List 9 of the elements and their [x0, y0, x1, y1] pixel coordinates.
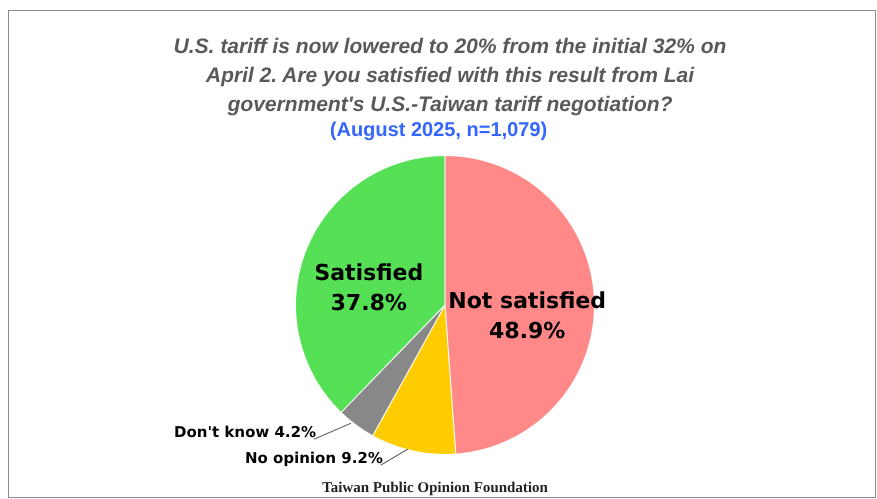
text: Taiwan Public Opinion Foundation	[322, 480, 549, 496]
chart-title: U.S. tariff is now lowered to 20% from the initial 32% on April 2. Are you satisfied with this result from Lai government's U.S.-Taiwan tariff negotiation?	[172, 34, 728, 118]
slice-label: Don't know 4.2%	[174, 423, 316, 442]
data-label: 37.8%	[330, 291, 407, 316]
slice-label: No opinion 9.2%	[244, 449, 383, 468]
slice-label: Satisfied	[314, 261, 424, 286]
slice-label: Not satisfied	[448, 289, 606, 314]
chart-subtitle: (August 2025, n=1,079)	[328, 119, 548, 142]
data-label: 48.9%	[489, 319, 566, 344]
